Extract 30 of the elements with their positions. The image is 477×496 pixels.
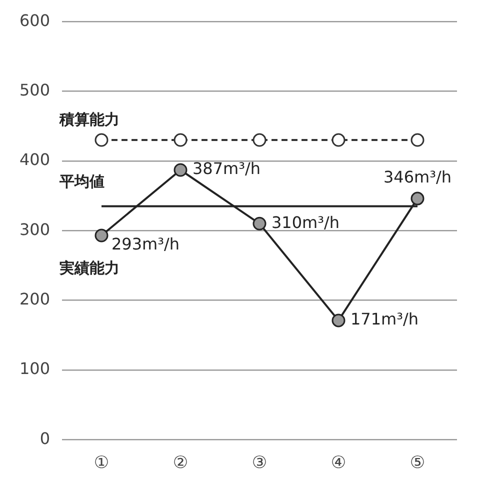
series-label: 実績能力	[58, 258, 120, 277]
point	[332, 314, 346, 328]
data-label: 293m³/h	[112, 234, 180, 254]
y-tick-label: 300	[19, 220, 50, 239]
data-label: 310m³/h	[272, 212, 340, 232]
y-tick-label: 100	[19, 359, 50, 378]
data-label: 387m³/h	[192, 159, 261, 178]
y-tick-label: 600	[19, 10, 50, 30]
x-tick-label: ④	[330, 453, 346, 474]
x-tick-label: ②	[172, 453, 188, 474]
point	[332, 133, 346, 147]
series-label: 積算能力	[58, 110, 120, 128]
point	[410, 192, 424, 206]
point	[94, 133, 108, 147]
point	[94, 228, 108, 242]
y-tick-label: 400	[19, 150, 50, 170]
data-label: 171m³/h	[350, 310, 419, 329]
y-tick-label: 200	[19, 289, 50, 308]
point	[174, 163, 188, 177]
point	[410, 133, 424, 147]
ref-line-label: 平均値	[58, 172, 104, 191]
x-tick-label: ①	[94, 453, 110, 474]
point	[252, 133, 266, 147]
x-tick-label: ③	[252, 453, 268, 474]
point	[174, 133, 188, 147]
x-tick-label: ⑤	[410, 453, 426, 474]
data-label: 346m³/h	[383, 168, 452, 187]
point	[252, 216, 266, 230]
y-tick-label: 0	[40, 428, 50, 448]
y-tick-label: 500	[19, 80, 50, 100]
